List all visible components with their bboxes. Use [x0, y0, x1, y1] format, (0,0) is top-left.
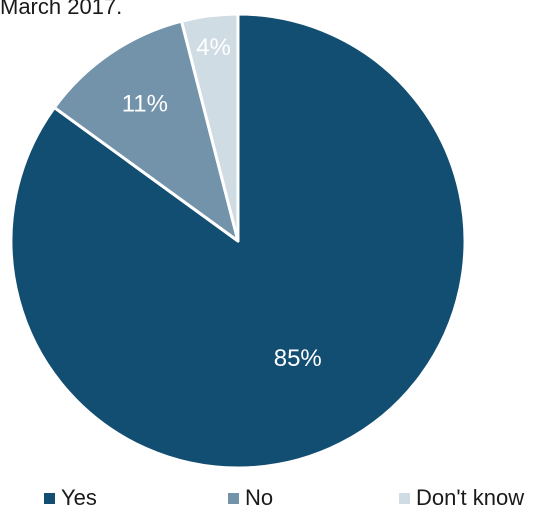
legend-swatch-yes — [44, 492, 55, 504]
pie-slice-no — [52, 19, 240, 243]
pie-slices — [9, 12, 467, 470]
legend-item-yes: Yes — [44, 484, 97, 512]
legend-label-no: No — [245, 485, 274, 510]
chart-caption: March 2017. — [0, 0, 123, 19]
pie-data-labels: 85% 11% 4% — [122, 34, 322, 372]
legend-swatch-no — [228, 492, 239, 504]
legend-item-dont-know: Don't know — [399, 484, 524, 512]
data-label-dont-know: 4% — [196, 34, 231, 61]
legend-swatch-dont-know — [399, 492, 410, 504]
data-label-yes: 85% — [274, 345, 322, 372]
pie-slice-dont-know — [180, 12, 240, 243]
legend-item-no: No — [228, 484, 273, 512]
pie-chart: 85% 11% 4% — [9, 12, 467, 470]
chart-legend: Yes No Don't know — [0, 484, 560, 512]
legend-label-dont-know: Don't know — [416, 485, 525, 510]
legend-label-yes: Yes — [61, 485, 97, 510]
data-label-no: 11% — [122, 90, 168, 117]
